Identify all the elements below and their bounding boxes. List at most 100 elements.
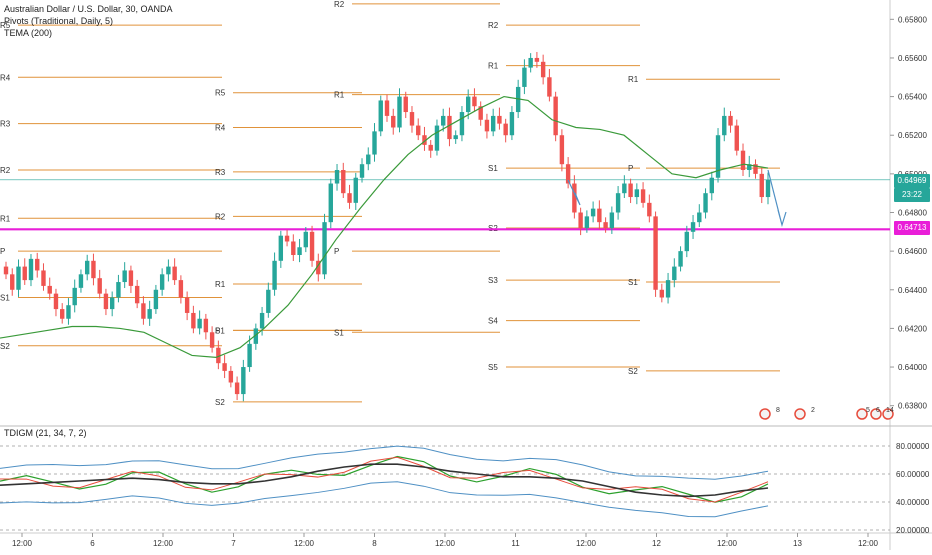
time-tick-label: 12 [652, 539, 661, 548]
oscillator-tick-label: 40.00000 [896, 498, 930, 507]
candle-body [266, 289, 271, 313]
candle-body [197, 318, 202, 329]
pivot-label: R2 [215, 212, 226, 221]
candle-body [10, 274, 15, 290]
chart-title[interactable]: Australian Dollar / U.S. Dollar, 30, OAN… [4, 4, 173, 14]
candle-body [103, 293, 109, 310]
candle-body [709, 177, 714, 194]
candle-body [184, 297, 190, 313]
candle-body [309, 231, 315, 261]
candle-body [409, 112, 415, 126]
pivot-label: S4 [488, 317, 498, 326]
candle-body [128, 270, 134, 286]
candle-body [665, 280, 671, 298]
candle-body [640, 189, 646, 203]
pivot-label: S5 [488, 363, 498, 372]
candle-body [384, 100, 390, 116]
oscillator-lower-band [0, 481, 769, 518]
candle-body [322, 222, 327, 275]
candle-body [134, 285, 140, 304]
candle-body [765, 179, 771, 198]
candle-body [209, 332, 215, 348]
oscillator-upper-band [0, 445, 769, 480]
candle-body [734, 125, 739, 151]
oscillator-label[interactable]: TDIGM (21, 34, 7, 2) [4, 428, 87, 438]
candle-body [578, 212, 583, 228]
pivot-label: R4 [215, 124, 226, 133]
price-tick-label: 0.64000 [898, 363, 927, 372]
candle-body [72, 287, 77, 306]
time-tick-label: 8 [372, 539, 377, 548]
event-flag-count: 14 [886, 407, 894, 414]
time-tick-label: 12:00 [576, 539, 597, 548]
candle-body [22, 266, 27, 281]
time-tick-label: 12:00 [717, 539, 738, 548]
candle-body [497, 115, 502, 124]
candle-body [272, 260, 277, 290]
candle-body [247, 343, 252, 368]
candle-body [441, 115, 446, 126]
candle-body [509, 112, 515, 136]
candle-body [484, 119, 490, 132]
price-tick-label: 0.64200 [898, 324, 927, 333]
candle-body [684, 231, 690, 252]
pivot-label: R2 [488, 21, 499, 30]
candle-body [434, 125, 440, 151]
candle-body [222, 363, 227, 371]
time-tick-label: 13 [793, 539, 802, 548]
candle-body [522, 67, 527, 87]
candle-body [35, 258, 40, 271]
candle-body [615, 193, 621, 213]
candle-body [328, 183, 333, 223]
event-flag-icon [870, 408, 882, 420]
pivot-label: R1 [0, 214, 11, 223]
oscillator-red-line [0, 456, 769, 503]
candle-body [41, 270, 46, 286]
candle-body [515, 86, 521, 113]
candle-body [334, 170, 340, 184]
candle-body [534, 57, 540, 62]
price-tick-label: 0.64800 [898, 209, 927, 218]
candle-body [659, 289, 665, 298]
candle-body [353, 177, 358, 203]
event-flag-count: 5 [866, 407, 870, 414]
event-flag-count: 6 [876, 407, 880, 414]
price-tick-label: 0.65200 [898, 131, 927, 140]
tema-indicator-label[interactable]: TEMA (200) [4, 28, 53, 38]
horizontal-line-price-tag: 0.64713 [894, 221, 930, 235]
candle-body [372, 131, 377, 155]
candle-body [347, 193, 352, 203]
pivot-label: S1 [628, 278, 638, 287]
time-tick-label: 6 [90, 539, 95, 548]
candle-body [753, 164, 758, 174]
candle-body [278, 235, 284, 261]
pivot-label: R1 [628, 75, 639, 84]
pivot-label: S2 [0, 342, 10, 351]
price-tick-label: 0.65400 [898, 93, 927, 102]
event-flag-icon [882, 408, 894, 420]
pivot-label: R2 [334, 0, 345, 9]
pivot-label: S1 [215, 326, 225, 335]
candle-body [672, 266, 677, 281]
candle-body [116, 282, 121, 298]
oscillator-tick-label: 60.00000 [896, 470, 930, 479]
candle-body [397, 96, 402, 128]
candle-body [459, 112, 465, 136]
candle-body [253, 328, 259, 344]
pivot-label: R4 [0, 73, 11, 82]
candle-body [422, 135, 427, 145]
candle-body [572, 183, 577, 213]
candle-body [622, 183, 627, 194]
price-tick-label: 0.64600 [898, 247, 927, 256]
event-flag-icon [759, 408, 771, 420]
pivot-label: S1 [488, 164, 498, 173]
candle-body [166, 266, 171, 275]
pivot-label: R3 [215, 168, 226, 177]
pivots-indicator-label[interactable]: Pivots (Traditional, Daily, 5) [4, 16, 114, 26]
event-flag-count: 8 [776, 407, 780, 414]
candle-body [60, 309, 65, 319]
candle-body [84, 260, 90, 275]
candle-body [341, 170, 346, 194]
pivot-label: P [0, 247, 5, 256]
